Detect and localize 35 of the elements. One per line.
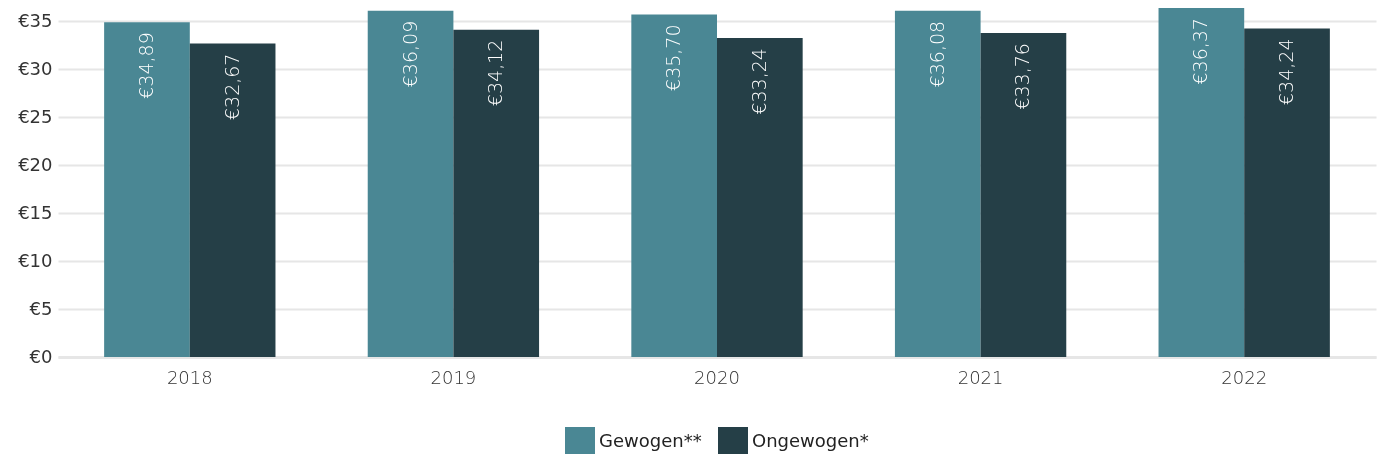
data-label: €35,70	[662, 24, 685, 91]
legend-label: Gewogen**	[599, 430, 702, 451]
bar	[104, 22, 190, 357]
y-tick-label: €35	[18, 9, 53, 31]
data-label: €36,37	[1189, 18, 1212, 85]
data-label: €36,08	[925, 20, 948, 88]
bar	[894, 10, 981, 357]
data-label: €36,09	[398, 20, 421, 88]
bar	[367, 10, 454, 357]
data-label: €34,89	[134, 32, 157, 99]
bar	[980, 33, 1067, 357]
data-label: €32,67	[220, 53, 243, 121]
data-label: €33,76	[1011, 43, 1034, 110]
bar	[631, 14, 717, 357]
x-tick-label: 2022	[1221, 366, 1268, 388]
bar	[453, 29, 540, 357]
x-tick-label: 2021	[957, 366, 1004, 388]
bar	[1158, 8, 1245, 357]
y-tick-label: €20	[18, 153, 53, 175]
bar	[189, 43, 276, 357]
bar	[717, 38, 803, 357]
x-tick-label: 2019	[430, 366, 477, 388]
data-label: €34,24	[1275, 38, 1298, 105]
y-tick-label: €0	[29, 345, 53, 367]
y-tick-label: €30	[18, 57, 53, 79]
legend-label: Ongewogen*	[752, 430, 869, 451]
data-label: €34,12	[484, 39, 507, 107]
x-tick-label: 2018	[166, 366, 213, 388]
x-tick-label: 2020	[694, 366, 740, 388]
y-tick-label: €10	[18, 249, 53, 271]
y-tick-label: €5	[29, 297, 53, 319]
y-tick-label: €15	[18, 201, 53, 223]
data-label: €33,24	[747, 48, 770, 115]
y-tick-label: €25	[18, 105, 53, 127]
bar	[1244, 28, 1330, 357]
